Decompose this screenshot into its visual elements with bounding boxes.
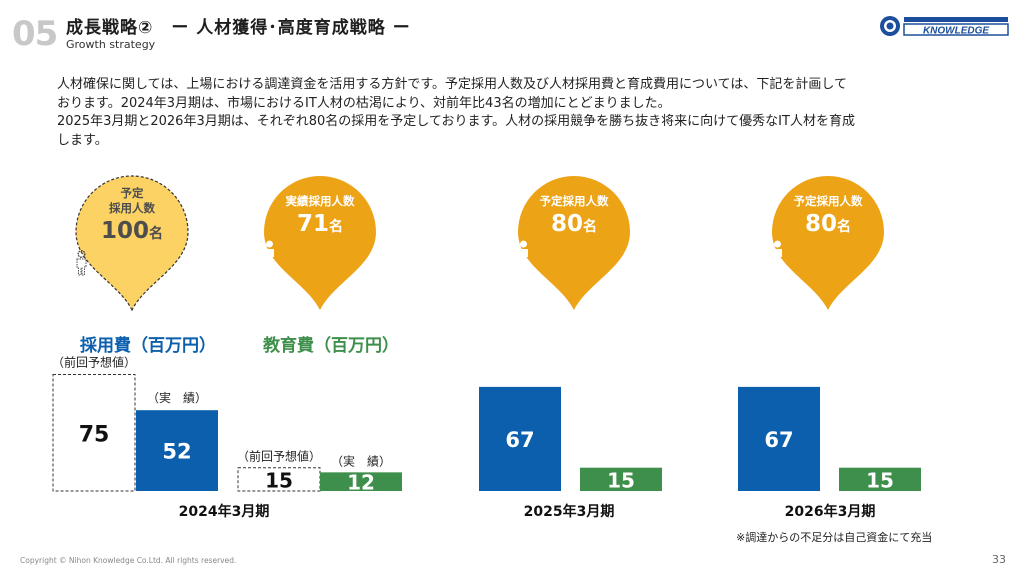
bar-recruiting: [479, 386, 561, 491]
hiring-pin: 予定採用人数 80名: [517, 174, 631, 312]
person-icon: [772, 240, 782, 265]
page-title: 成長戦略② ー 人材獲得･高度育成戦略 ー: [66, 18, 411, 38]
pin-label-line: 予定採用人数: [793, 194, 863, 208]
pin-count-number: 100: [100, 218, 149, 244]
pin-count-unit: 名: [329, 219, 343, 235]
forecast-bar-education: [237, 467, 321, 492]
pin-label-line: 予定採用人数: [539, 194, 609, 208]
person-icon: [518, 240, 528, 265]
intro-line: おります。2024年3月期は、市場におけるIT人材の枯渇により、対前年比43名の…: [57, 95, 671, 111]
pin-count-unit: 名: [583, 219, 597, 235]
pin-label: 予定採用人数: [75, 186, 189, 216]
pin-count: 80名: [771, 211, 885, 237]
pin-shape: [518, 176, 630, 310]
intro-text: 人材確保に関しては、上場における調達資金を活用する方針です。予定採用人数及び人材…: [57, 76, 957, 150]
pin-shape: [75, 175, 189, 312]
pin-label: 予定採用人数: [771, 194, 885, 209]
bar-education: [839, 467, 921, 491]
pin-label-line: 採用人数: [109, 201, 155, 215]
pin-shape: [772, 176, 884, 310]
pin-label-line: 実績採用人数: [285, 194, 355, 208]
hiring-pin: 予定採用人数 80名: [771, 174, 885, 312]
bar-recruiting: [738, 386, 820, 491]
actual-annotation-education: （実 績）: [331, 453, 391, 468]
person-icon: [264, 240, 274, 265]
hiring-pin: 予定 採用人数 100名: [75, 174, 189, 312]
forecast-bar-recruiting: [52, 373, 136, 492]
pin-count: 100名: [75, 218, 189, 244]
pin-label: 予定採用人数: [517, 194, 631, 209]
hiring-pin: 実績採用人数 71名: [263, 174, 377, 312]
bar-value-recruiting: 52: [162, 440, 191, 464]
intro-line: 2025年3月期と2026年3月期は、それぞれ80名の採用を予定しております。人…: [57, 114, 855, 129]
intro-line: します。: [57, 132, 108, 148]
category-label: 2024年3月期: [179, 503, 270, 520]
pin-count-number: 80: [804, 211, 837, 237]
pin-count-unit: 名: [149, 226, 163, 242]
page-number: 33: [992, 553, 1006, 566]
pin-label: 実績採用人数: [263, 194, 377, 209]
category-label: 2025年3月期: [524, 503, 615, 520]
bar-value-education: 15: [607, 468, 635, 492]
legend-education: 教育費（百万円）: [263, 336, 399, 356]
pin-count-unit: 名: [837, 219, 851, 235]
category-label: 2026年3月期: [785, 503, 876, 520]
pin-count-number: 80: [550, 211, 583, 237]
pin-count: 71名: [263, 211, 377, 237]
forecast-value-education: 15: [265, 468, 293, 492]
section-number: 05: [12, 14, 58, 54]
intro-line: 人材確保に関しては、上場における調達資金を活用する方針です。予定採用人数及び人材…: [57, 77, 848, 92]
legend-recruiting: 採用費（百万円）: [80, 336, 216, 356]
pin-shape: [264, 176, 376, 310]
pin-count-number: 71: [296, 211, 329, 237]
page-subtitle: Growth strategy: [66, 38, 156, 51]
copyright: Copyright © Nihon Knowledge Co.Ltd. All …: [20, 556, 237, 565]
actual-annotation-recruiting: （実 績）: [147, 390, 207, 405]
bar-education: [580, 467, 662, 491]
pin-count: 80名: [517, 211, 631, 237]
funding-note: ※調達からの不足分は自己資金にて充当: [736, 531, 933, 544]
bar-value-education: 12: [347, 471, 375, 495]
bar-value-recruiting: 67: [764, 428, 793, 452]
logo-text: KNOWLEDGE: [923, 26, 989, 37]
company-logo: KNOWLEDGE: [878, 14, 1010, 38]
pin-label-line: 予定: [120, 186, 144, 200]
forecast-value-recruiting: 75: [79, 423, 110, 448]
bar-recruiting: [136, 410, 218, 491]
person-icon: [76, 250, 86, 276]
bar-education: [320, 472, 402, 491]
forecast-annotation-education: （前回予想値）: [237, 449, 321, 464]
bar-value-education: 15: [866, 468, 894, 492]
forecast-annotation-recruiting: （前回予想値）: [52, 354, 136, 369]
bar-value-recruiting: 67: [505, 428, 534, 452]
